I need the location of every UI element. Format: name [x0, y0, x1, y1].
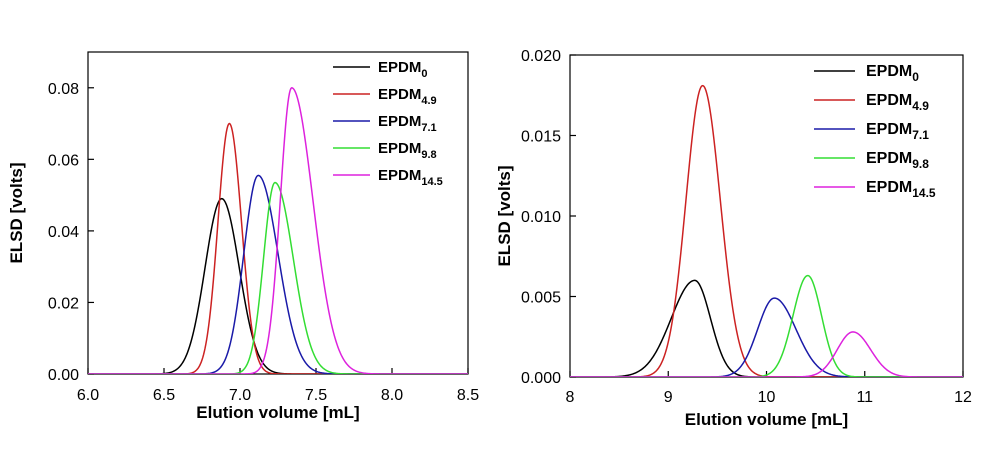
series-line-epdm-14-5 — [88, 86, 468, 374]
x-axis-title: Elution volume [mL] — [196, 403, 359, 422]
chart-1: 6.0 6.5 7.0 7.5 8.0 8.5 0.00 0.02 0.04 0.06 0.08 El… — [7, 51, 479, 422]
x-tick-label: 8.0 — [381, 387, 403, 404]
series-line-epdm-7-1 — [88, 174, 468, 374]
legend-label: EPDM7.1 — [866, 121, 929, 142]
x-tick-label: 6.5 — [153, 387, 175, 404]
x-tick-label: 8 — [566, 389, 575, 406]
y-tick-label: 0.08 — [48, 81, 79, 98]
y-tick-label: 0.04 — [48, 224, 79, 241]
legend-label: EPDM0 — [378, 59, 427, 80]
series-line-epdm-9-8 — [570, 274, 963, 377]
y-tick-label: 0.000 — [521, 370, 561, 387]
series-line-epdm-9-8 — [88, 181, 468, 374]
y-tick-label: 0.00 — [48, 367, 79, 384]
y-tick-label: 0.005 — [521, 290, 561, 307]
legend-label: EPDM9.8 — [866, 150, 929, 171]
legend-label: EPDM14.5 — [866, 179, 936, 200]
y-axis-title: ELSD [volts] — [7, 162, 26, 263]
x-tick-label: 9 — [664, 389, 673, 406]
x-tick-label: 7.0 — [229, 387, 251, 404]
series-line-epdm-7-1 — [570, 297, 963, 377]
legend-label: EPDM4.9 — [866, 92, 929, 113]
y-tick-label: 0.020 — [521, 48, 561, 65]
y-tick-label: 0.015 — [521, 129, 561, 146]
x-tick-label: 12 — [954, 389, 972, 406]
chart-2: 8 9 10 11 12 0.000 0.005 0.010 0.015 0.020 Elution… — [495, 48, 972, 429]
series-line-epdm-14-5 — [570, 331, 963, 377]
legend-label: EPDM14.5 — [378, 167, 443, 188]
x-tick-label: 6.0 — [77, 387, 99, 404]
series-line-epdm-0 — [570, 279, 963, 377]
legend-label: EPDM7.1 — [378, 113, 437, 134]
x-tick-label: 10 — [758, 389, 776, 406]
x-tick-label: 8.5 — [457, 387, 479, 404]
series-line-epdm-4-9 — [88, 122, 468, 374]
legend-label: EPDM0 — [866, 63, 919, 84]
y-tick-label: 0.02 — [48, 295, 79, 312]
y-tick-label: 0.010 — [521, 209, 561, 226]
legend-label: EPDM9.8 — [378, 140, 437, 161]
legend-label: EPDM4.9 — [378, 86, 437, 107]
x-tick-label: 11 — [856, 389, 873, 406]
x-axis-title: Elution volume [mL] — [685, 410, 848, 429]
x-tick-label: 7.5 — [305, 387, 327, 404]
y-tick-label: 0.06 — [48, 152, 79, 169]
y-axis-title: ELSD [volts] — [495, 165, 514, 266]
